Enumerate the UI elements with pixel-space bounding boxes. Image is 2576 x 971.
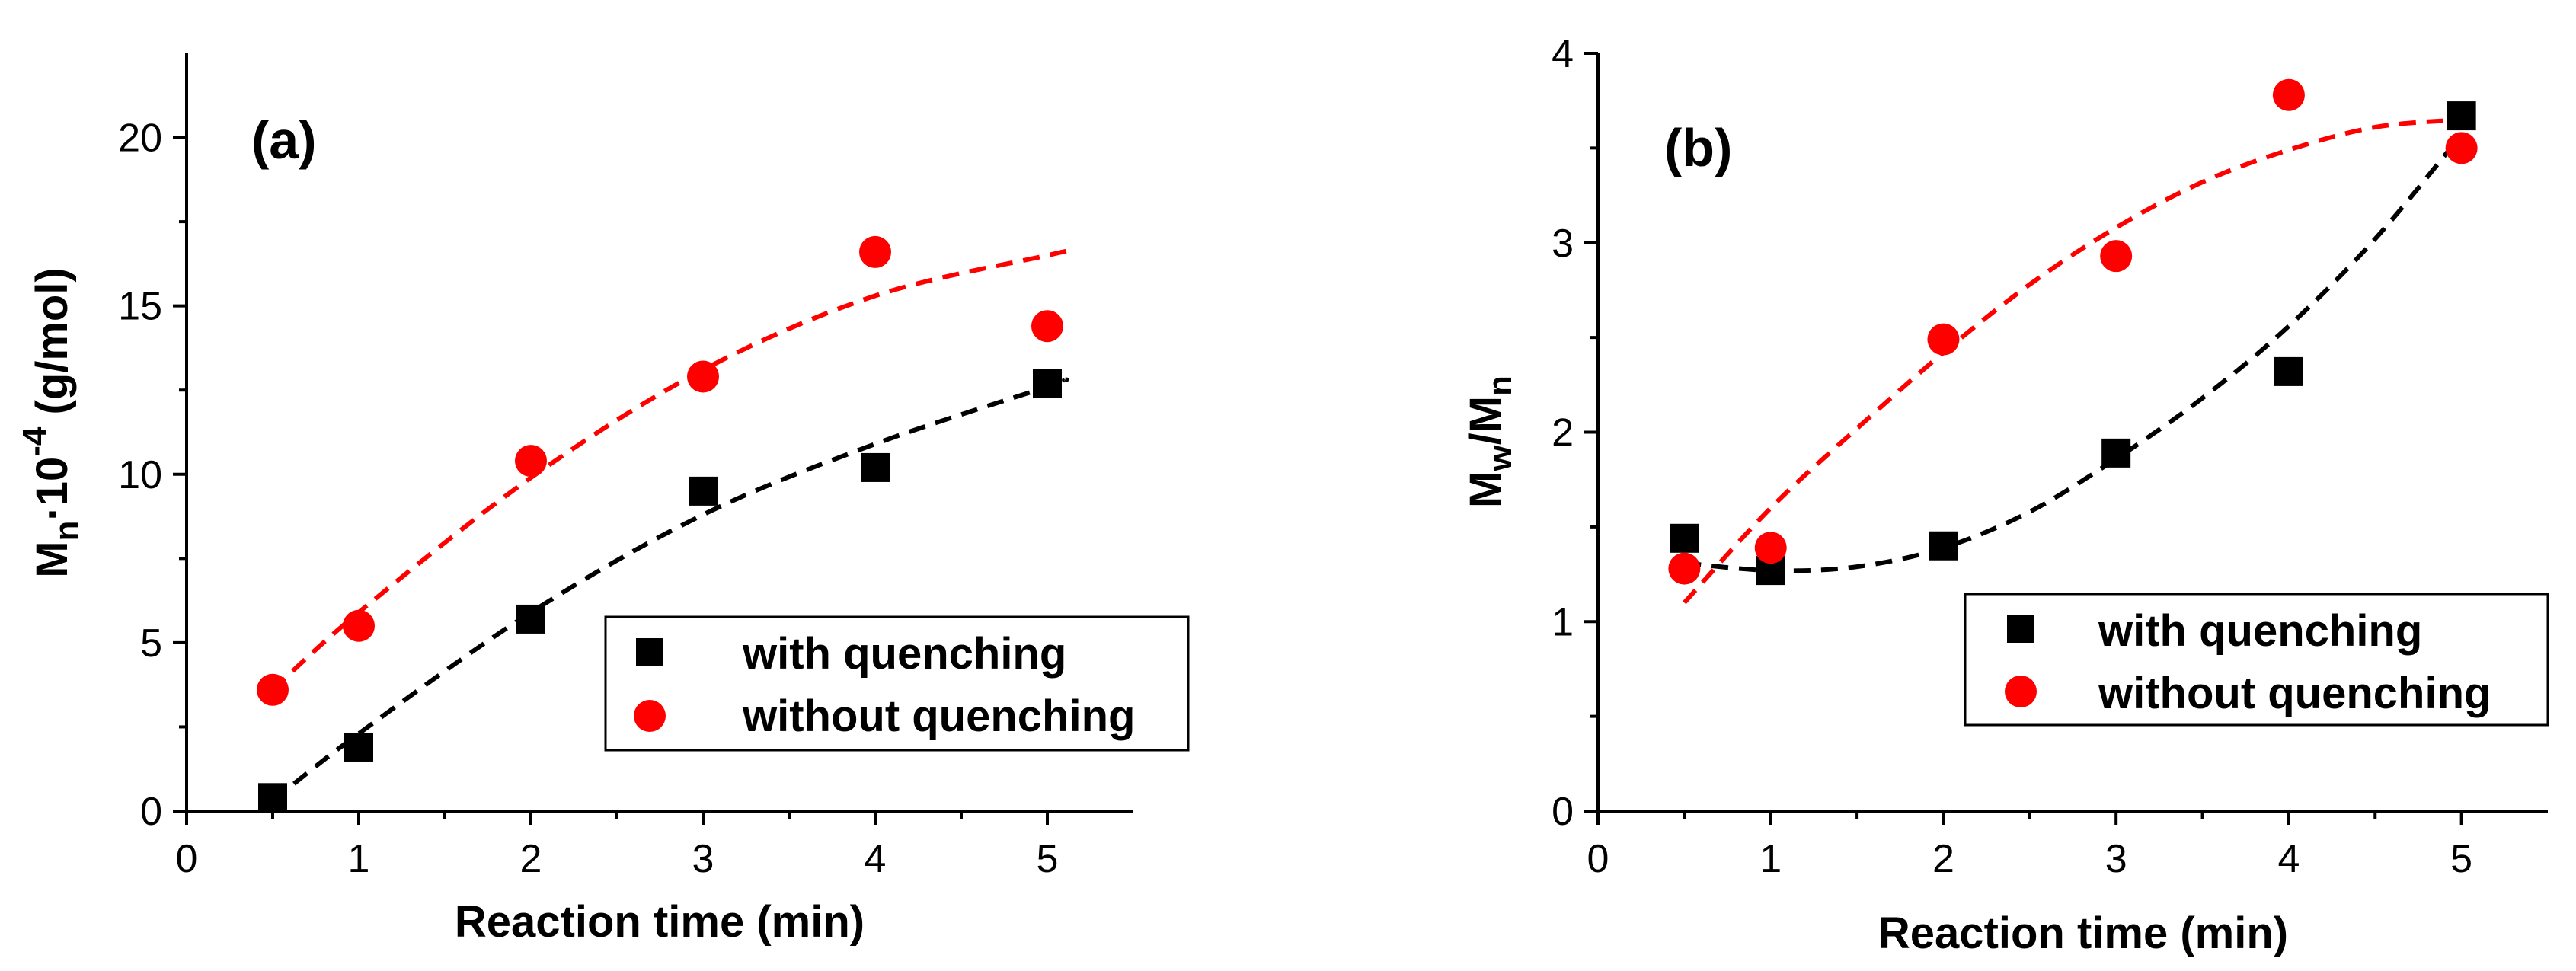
data-point-without-quenching [859, 235, 891, 268]
x-tick-label-3: 3 [2105, 837, 2127, 881]
panel-a-legend-with-quenching: with quenching [742, 629, 1066, 679]
x-tick-label-0: 0 [1587, 837, 1609, 881]
y-tick-label-5: 5 [140, 621, 162, 666]
panel-b-label: (b) [1664, 118, 1732, 177]
data-point-with-quenching [2274, 356, 2303, 386]
data-point-with-quenching [344, 732, 373, 762]
panel-a-ylabel-sup: -4 [16, 426, 53, 457]
panel-b: 0 1 2 3 4 5 0 1 2 3 4 (b) Reaction time (min) Mw/M… [1461, 32, 2549, 958]
panel-b-legend-with-quenching: with quenching [2098, 606, 2422, 656]
y-tick-label-2: 2 [1552, 411, 1574, 455]
panel-a-ylabel-mid: ·10 [27, 457, 77, 521]
data-point-without-quenching [2272, 78, 2305, 111]
panel-b-fit-curves [1683, 117, 2463, 605]
panel-a-ylabel-unit: (g/mol) [27, 267, 77, 426]
panel-a-label: (a) [251, 110, 317, 170]
panel-a-legend-marker-with-quenching [636, 638, 663, 666]
panel-b-legend: with quenching without quenching [1964, 593, 2549, 727]
data-point-without-quenching [2100, 240, 2133, 273]
data-point-with-quenching [516, 604, 545, 634]
panel-a-ylabel-m: M [27, 541, 77, 577]
x-tick-label-2: 2 [520, 837, 542, 881]
fit-curve-with-quenching [1684, 133, 2463, 573]
panel-a-ticks: 0 1 2 3 4 5 0 5 10 15 20 [118, 117, 1058, 881]
panel-b-legend-marker-without-quenching [2005, 676, 2037, 707]
data-point-with-quenching [2101, 438, 2131, 468]
data-point-with-quenching [689, 476, 718, 506]
panel-a-legend-marker-without-quenching [634, 700, 666, 732]
panel-a-legend-without-quenching: without quenching [742, 692, 1135, 741]
y-tick-label-1: 1 [1552, 600, 1574, 644]
y-tick-label-10: 10 [118, 453, 162, 497]
data-point-without-quenching [1668, 552, 1701, 585]
fit-curve-without-quenching [1683, 117, 2462, 605]
fit-curve-without-quenching [270, 248, 1069, 692]
data-point-with-quenching [1033, 369, 1062, 398]
x-tick-label-4: 4 [865, 837, 887, 881]
x-tick-label-1: 1 [1759, 837, 1782, 881]
panel-a-legend: with quenching without quenching [604, 615, 1190, 752]
panel-b-x-axis-title: Reaction time (min) [1878, 909, 2288, 958]
panel-a-fit-curves [270, 248, 1069, 803]
y-tick-label-15: 15 [118, 285, 162, 329]
panel-b-ylabel-sub-n: n [1481, 375, 1519, 396]
x-tick-label-3: 3 [692, 837, 714, 881]
panel-b-y-axis-title: Mw/Mn [1461, 375, 1519, 508]
panel-b-data-points [1668, 78, 2478, 586]
data-point-without-quenching [1754, 532, 1787, 564]
data-point-without-quenching [257, 673, 289, 706]
panel-b-ylabel-m: M [1461, 471, 1510, 508]
panel-b-ticks: 0 1 2 3 4 5 0 1 2 3 4 [1552, 32, 2472, 881]
x-tick-label-2: 2 [1932, 837, 1954, 881]
y-tick-label-0: 0 [1552, 790, 1574, 834]
panel-b-legend-without-quenching: without quenching [2098, 669, 2491, 718]
panel-a-ylabel-sub: n [48, 521, 85, 541]
y-tick-label-20: 20 [118, 117, 162, 161]
panel-b-legend-box [1964, 593, 2549, 727]
y-tick-label-3: 3 [1552, 222, 1574, 266]
x-tick-label-4: 4 [2277, 837, 2300, 881]
data-point-without-quenching [1031, 310, 1063, 343]
panel-a-legend-box [604, 615, 1190, 752]
data-point-with-quenching [1670, 523, 1699, 553]
panel-a: 0 1 2 3 4 5 0 5 10 15 20 (a) Reaction time (min) M… [16, 53, 1190, 947]
panel-a-x-axis-title: Reaction time (min) [455, 897, 865, 947]
x-tick-label-0: 0 [176, 837, 198, 881]
data-point-without-quenching [687, 360, 719, 393]
panel-a-data-points [257, 235, 1063, 813]
panel-b-ylabel-mid: /M [1461, 396, 1510, 445]
data-point-without-quenching [1927, 323, 1960, 356]
panel-a-y-axis-title: Mn·10-4 (g/mol) [16, 267, 85, 578]
data-point-without-quenching [515, 445, 547, 478]
data-point-with-quenching [861, 452, 890, 482]
fit-curve-with-quenching [271, 377, 1069, 803]
x-tick-label-1: 1 [348, 837, 370, 881]
data-point-without-quenching [343, 609, 375, 642]
x-tick-label-5: 5 [1037, 837, 1059, 881]
data-point-without-quenching [2445, 132, 2478, 164]
panel-b-legend-marker-with-quenching [2007, 615, 2034, 643]
data-point-with-quenching [2447, 101, 2476, 131]
data-point-with-quenching [258, 783, 287, 813]
data-point-with-quenching [1929, 531, 1958, 561]
y-tick-label-4: 4 [1552, 32, 1574, 76]
y-tick-label-0: 0 [140, 790, 162, 834]
panel-b-ylabel-sub-w: w [1481, 445, 1519, 472]
x-tick-label-5: 5 [2450, 837, 2472, 881]
